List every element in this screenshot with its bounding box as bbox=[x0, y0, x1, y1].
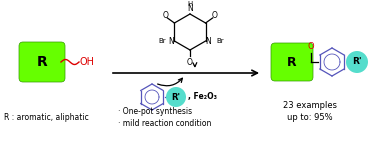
Text: O: O bbox=[163, 11, 168, 20]
Text: OH: OH bbox=[80, 57, 95, 67]
Text: R : aromatic, aliphatic: R : aromatic, aliphatic bbox=[4, 114, 89, 123]
Text: N: N bbox=[206, 37, 211, 46]
Text: · One-pot synthesis: · One-pot synthesis bbox=[118, 107, 192, 116]
FancyBboxPatch shape bbox=[19, 42, 65, 82]
FancyArrowPatch shape bbox=[158, 78, 182, 86]
Text: Br: Br bbox=[217, 38, 224, 44]
Text: O: O bbox=[212, 11, 217, 20]
Text: 23 examples: 23 examples bbox=[283, 100, 337, 109]
Text: N: N bbox=[187, 4, 193, 13]
FancyArrowPatch shape bbox=[193, 63, 197, 67]
Text: Br: Br bbox=[158, 38, 166, 44]
Circle shape bbox=[346, 51, 368, 73]
Text: · mild reaction condition: · mild reaction condition bbox=[118, 119, 211, 128]
Circle shape bbox=[166, 87, 186, 107]
Text: R': R' bbox=[352, 58, 362, 67]
Text: , Fe₂O₃: , Fe₂O₃ bbox=[188, 93, 217, 102]
Text: R': R' bbox=[172, 93, 181, 102]
FancyBboxPatch shape bbox=[271, 43, 313, 81]
Text: R: R bbox=[287, 56, 297, 68]
Text: N: N bbox=[169, 37, 174, 46]
Text: O: O bbox=[187, 58, 193, 67]
Text: O: O bbox=[308, 42, 314, 51]
Text: R: R bbox=[37, 55, 47, 69]
Text: up to: 95%: up to: 95% bbox=[287, 113, 333, 122]
Text: H: H bbox=[187, 1, 193, 7]
